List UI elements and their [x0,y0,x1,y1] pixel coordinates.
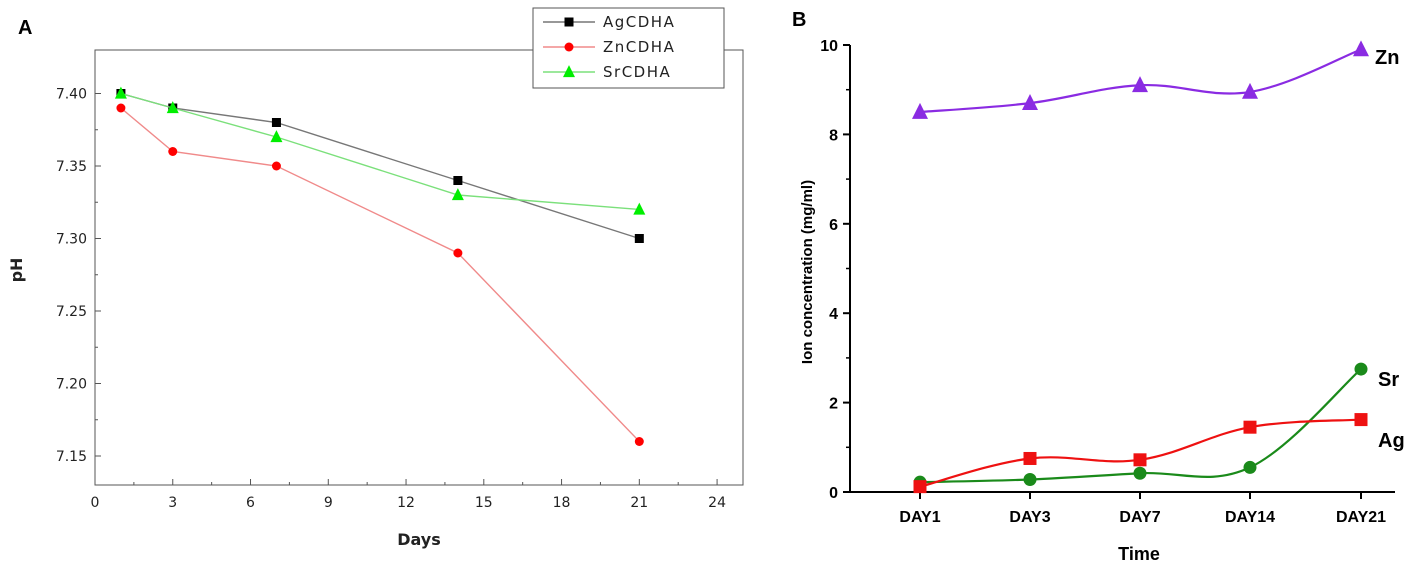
x-tick-label-a: 6 [246,495,255,511]
panel-label-b: B [792,9,806,31]
data-point-Zn [912,102,928,119]
data-point-Zn [1022,93,1038,110]
y-tick-label-a: 7.40 [56,87,87,103]
chart-a: 0 3 6 9 12 15 18 21 24 7.15 7.20 7.25 7.30 7.35 7.40 D… [7,7,744,549]
series-label-Zn: Zn [1375,47,1399,69]
y-tick-label-a: 7.35 [56,159,87,175]
data-point-ZnCDHA [271,161,281,171]
x-tick-label-a: 21 [630,495,648,511]
x-tick-label-a: 15 [475,495,493,511]
data-point-Zn [1132,76,1148,93]
x-tick-label-b: DAY3 [1009,509,1050,526]
data-point-ZnCDHA [634,437,644,446]
legend-marker-SrCDHA [563,65,575,78]
data-point-SrCDHA [633,202,646,215]
data-point-Zn [1353,40,1369,57]
y-axis-title-a: pH [7,258,26,283]
data-point-SrCDHA [114,86,127,99]
data-point-Sr [1023,472,1037,486]
y-tick-label-b: 6 [829,217,838,234]
y-tick-label-b: 2 [829,396,838,413]
axes-b: 0 2 4 6 8 10 DAY1 DAY3 DAY7 DAY14 DAY21 [820,38,1386,526]
data-point-ZnCDHA [453,248,463,258]
y-axis-title-b: Ion concentration (mg/ml) [799,180,816,364]
data-point-Ag [913,480,927,494]
y-tick-label-b: 0 [829,485,838,502]
data-point-Ag [1023,451,1037,465]
x-axis-title-b: Time [1118,544,1160,564]
data-point-Sr [1133,466,1147,480]
data-point-SrCDHA [451,188,464,201]
legend-a: AgCDHA ZnCDHA SrCDHA [532,7,725,89]
x-tick-label-b: DAY7 [1119,509,1160,526]
panel-label-a: A [18,17,32,39]
data-point-Sr [1243,460,1257,474]
y-tick-label-a: 7.20 [56,377,87,393]
plot-frame-a [94,49,744,486]
x-tick-label-a: 12 [397,495,415,511]
series-label-Ag: Ag [1378,430,1405,452]
y-tick-label-b: 10 [820,38,838,55]
data-point-Ag [1243,420,1257,434]
x-tick-label-a: 9 [324,495,333,511]
data-point-Ag [1133,453,1147,467]
data-point-Zn [1242,82,1258,99]
axes-a: 0 3 6 9 12 15 18 21 24 7.15 7.20 7.25 7.30 7.35 7.40 [56,87,726,512]
data-point-ZnCDHA [168,147,178,156]
x-tick-label-a: 0 [91,495,100,511]
series-line-ZnCDHA [120,107,640,442]
y-tick-label-a: 7.15 [56,449,87,465]
y-tick-label-b: 4 [829,306,838,323]
data-point-ZnCDHA [116,103,126,113]
x-tick-label-b: DAY21 [1336,509,1386,526]
data-point-AgCDHA [634,234,644,243]
data-point-AgCDHA [271,118,281,127]
chart-b: 0 2 4 6 8 10 DAY1 DAY3 DAY7 DAY14 DAY21 Zn Sr Ag Tim… [799,38,1405,564]
legend-label-SrCDHA: SrCDHA [603,63,671,81]
legend-marker-AgCDHA [564,17,574,27]
x-axis-title-a: Days [397,530,441,549]
x-tick-label-b: DAY14 [1225,509,1275,526]
x-tick-label-a: 3 [168,495,177,511]
legend-marker-ZnCDHA [564,42,574,52]
legend-label-AgCDHA: AgCDHA [603,13,675,31]
series-a [114,86,646,446]
x-tick-label-a: 24 [708,495,726,511]
data-point-SrCDHA [166,101,179,114]
x-tick-label-b: DAY1 [899,509,940,526]
y-tick-label-a: 7.30 [56,232,87,248]
x-tick-label-a: 18 [553,495,571,511]
data-point-Ag [1354,413,1368,427]
series-label-Sr: Sr [1378,369,1399,391]
series-line-SrCDHA [120,92,640,211]
series-b: Zn Sr Ag [912,40,1405,494]
legend-label-ZnCDHA: ZnCDHA [603,38,675,56]
y-tick-label-a: 7.25 [56,304,87,320]
data-point-AgCDHA [453,176,463,185]
data-point-Sr [1354,362,1368,376]
data-point-SrCDHA [270,130,283,143]
y-tick-label-b: 8 [829,127,838,144]
